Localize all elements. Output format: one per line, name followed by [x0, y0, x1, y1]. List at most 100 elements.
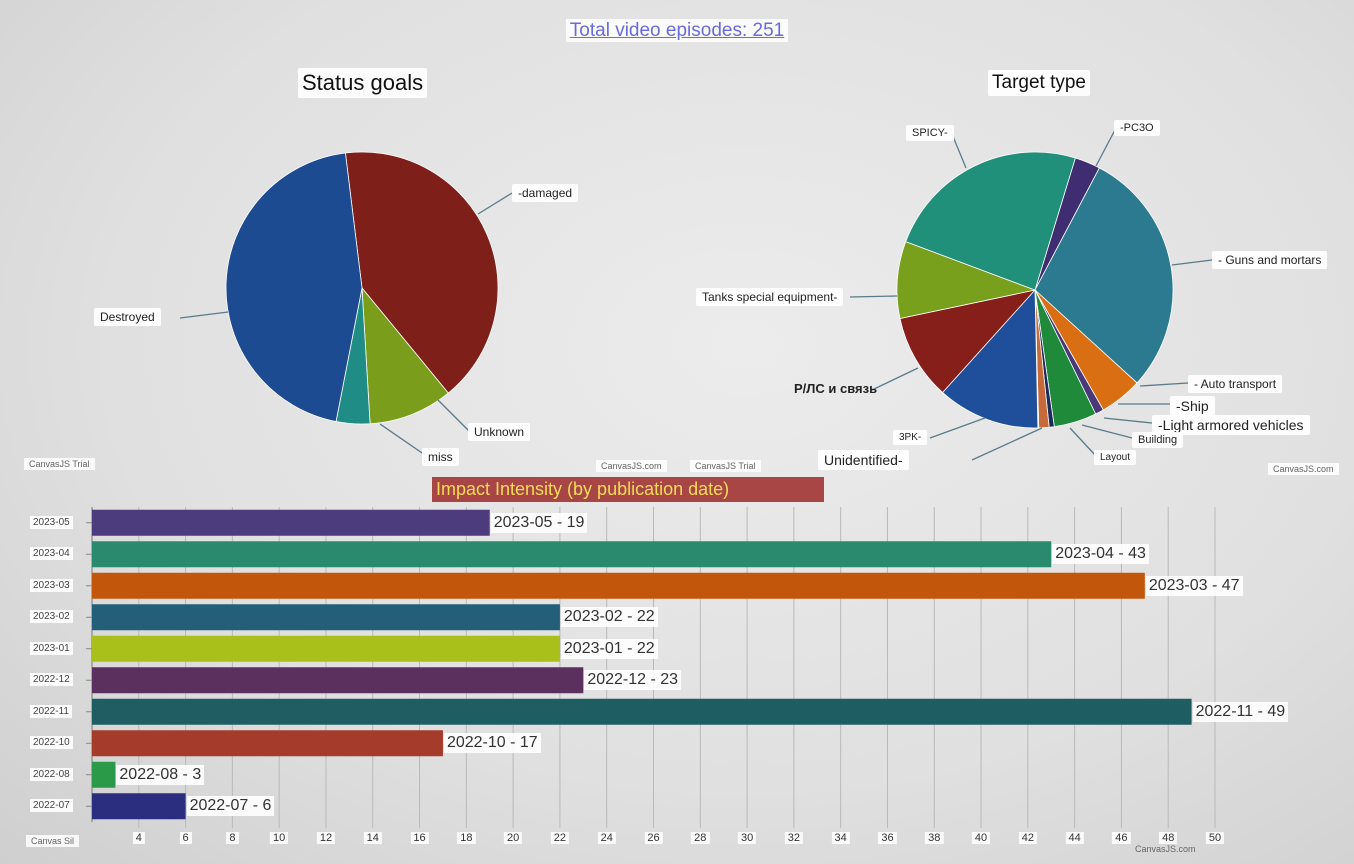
x-tick-label: 48	[1159, 832, 1178, 844]
pie-label-unknown: Unknown	[468, 423, 531, 441]
x-tick-label: 32	[784, 832, 803, 844]
pie-label-miss: miss	[422, 448, 459, 466]
x-tick-label: 26	[644, 832, 663, 844]
pie-leader-line-12	[929, 417, 986, 439]
pie-leader-line-9	[1081, 424, 1133, 439]
pie-leader-line-6	[1139, 382, 1189, 387]
x-tick-label: 20	[504, 832, 523, 844]
x-tick-label: 4	[132, 832, 145, 844]
total-episodes-link[interactable]: Total video episodes: 251	[0, 19, 1354, 42]
status-goals-title: Status goals	[298, 68, 428, 98]
x-tick-label: 44	[1065, 832, 1084, 844]
x-tick-label: 18	[457, 832, 476, 844]
target-pie-slice-8	[942, 288, 1039, 429]
bar-category-label: 2023-02	[30, 610, 73, 624]
watermark-trial-1: CanvasJS Trial	[24, 458, 95, 470]
pie-label-3pk: 3PK-	[893, 430, 928, 445]
watermark-sil: Canvas Sil	[26, 835, 80, 847]
bar-2022-11	[92, 698, 1192, 725]
target-pie-slice-1	[1034, 167, 1174, 384]
pie-leader-line-14	[849, 295, 898, 298]
bar-2022-12	[92, 667, 584, 694]
pie-leader-line-5	[1171, 259, 1213, 266]
x-tick-label: 38	[925, 832, 944, 844]
bar-value-label: 2023-04 - 43	[1052, 544, 1149, 565]
bar-2023-03	[92, 572, 1145, 599]
bar-value-label: 2023-05 - 19	[490, 512, 588, 533]
status-pie-slice-0	[344, 151, 499, 394]
pie-leader-line-15	[951, 133, 967, 169]
bar-category-label: 2022-11	[30, 704, 72, 718]
pie-label-pc3o: -PC3O	[1114, 120, 1160, 136]
x-tick-label: 40	[971, 832, 991, 844]
pie-label-layout: Layout	[1094, 450, 1137, 465]
bar-value-label: 2022-10 - 17	[443, 733, 541, 754]
pie-leader-line-2	[379, 423, 426, 456]
bar-2022-08	[92, 761, 116, 788]
bar-value-label: 2023-02 - 22	[560, 607, 658, 628]
x-tick-label: 28	[691, 832, 710, 844]
pie-label-tanks: Tanks special equipment-	[696, 288, 844, 306]
total-episodes-text[interactable]: Total video episodes: 251	[565, 19, 789, 42]
watermark-trial-2: CanvasJS Trial	[690, 460, 761, 472]
x-tick-label: 6	[179, 832, 192, 844]
pie-label-building: Building	[1132, 432, 1184, 448]
pie-leader-line-1	[437, 399, 471, 433]
watermark-com-2: CanvasJS.com	[1268, 463, 1339, 475]
bar-category-label: 2022-10	[30, 736, 73, 750]
pie-leader-line-3	[179, 311, 229, 319]
pie-label-spicy: SPICY-	[906, 125, 954, 141]
pie-label-damaged: -damaged	[512, 184, 579, 202]
pie-label-destroyed: Destroyed	[94, 308, 161, 326]
pie-label-light-armored: -Light armored vehicles	[1152, 415, 1310, 435]
pie-label-auto-transport: - Auto transport	[1188, 375, 1283, 393]
pie-label-rls: Р/ЛС и связь	[794, 381, 878, 396]
bar-category-label: 2023-05	[30, 515, 73, 529]
target-type-title: Target type	[988, 70, 1090, 96]
x-tick-label: 46	[1112, 832, 1131, 844]
pie-label-guns-mortars: - Guns and mortars	[1212, 251, 1328, 269]
bar-2022-10	[92, 730, 443, 757]
pie-label-unidentified: Unidentified-	[818, 450, 909, 470]
pie-leader-line-0	[477, 192, 513, 215]
bar-2023-01	[92, 635, 560, 662]
pie-leader-line-8	[1103, 417, 1153, 424]
x-tick-label: 22	[550, 832, 570, 844]
x-tick-label: 30	[737, 832, 757, 844]
bar-value-label: 2022-11 - 49	[1192, 701, 1289, 722]
bar-value-label: 2022-07 - 6	[186, 796, 275, 817]
x-tick-label: 16	[410, 832, 429, 844]
bar-2023-04	[92, 541, 1052, 568]
bar-value-label: 2023-01 - 22	[560, 638, 658, 659]
bar-category-label: 2023-01	[30, 641, 73, 655]
status-pie-slice-3	[225, 152, 363, 422]
bar-value-label: 2022-12 - 23	[584, 670, 682, 691]
x-tick-label: 36	[878, 832, 897, 844]
bar-category-label: 2023-03	[30, 578, 73, 592]
bar-category-label: 2022-12	[30, 673, 73, 687]
x-tick-label: 34	[831, 832, 850, 844]
pie-leader-line-11	[971, 427, 1043, 461]
target-pie-slice-9	[899, 289, 1037, 394]
bar-category-label: 2022-07	[30, 799, 73, 813]
pie-leader-line-10	[1069, 427, 1097, 457]
status-pie-slice-1	[361, 286, 449, 425]
x-tick-label: 14	[363, 832, 382, 844]
x-tick-label: 10	[270, 832, 289, 844]
x-tick-label: 42	[1018, 832, 1037, 844]
watermark-com-3: CanvasJS.com	[1135, 844, 1196, 854]
bar-2023-02	[92, 604, 560, 631]
bar-2023-05	[92, 509, 490, 536]
bar-category-label: 2023-04	[30, 547, 73, 561]
watermark-com-1: CanvasJS.com	[596, 460, 667, 472]
x-tick-label: 50	[1205, 832, 1225, 844]
bar-value-label: 2022-08 - 3	[116, 764, 205, 785]
pie-label-ship: -Ship	[1170, 396, 1215, 416]
target-pie-slice-11	[905, 151, 1076, 291]
x-tick-label: 24	[597, 832, 616, 844]
bar-value-label: 2023-03 - 47	[1145, 575, 1243, 596]
x-tick-label: 8	[226, 832, 239, 844]
pie-leader-line-13	[871, 367, 919, 391]
x-tick-label: 12	[316, 832, 336, 844]
